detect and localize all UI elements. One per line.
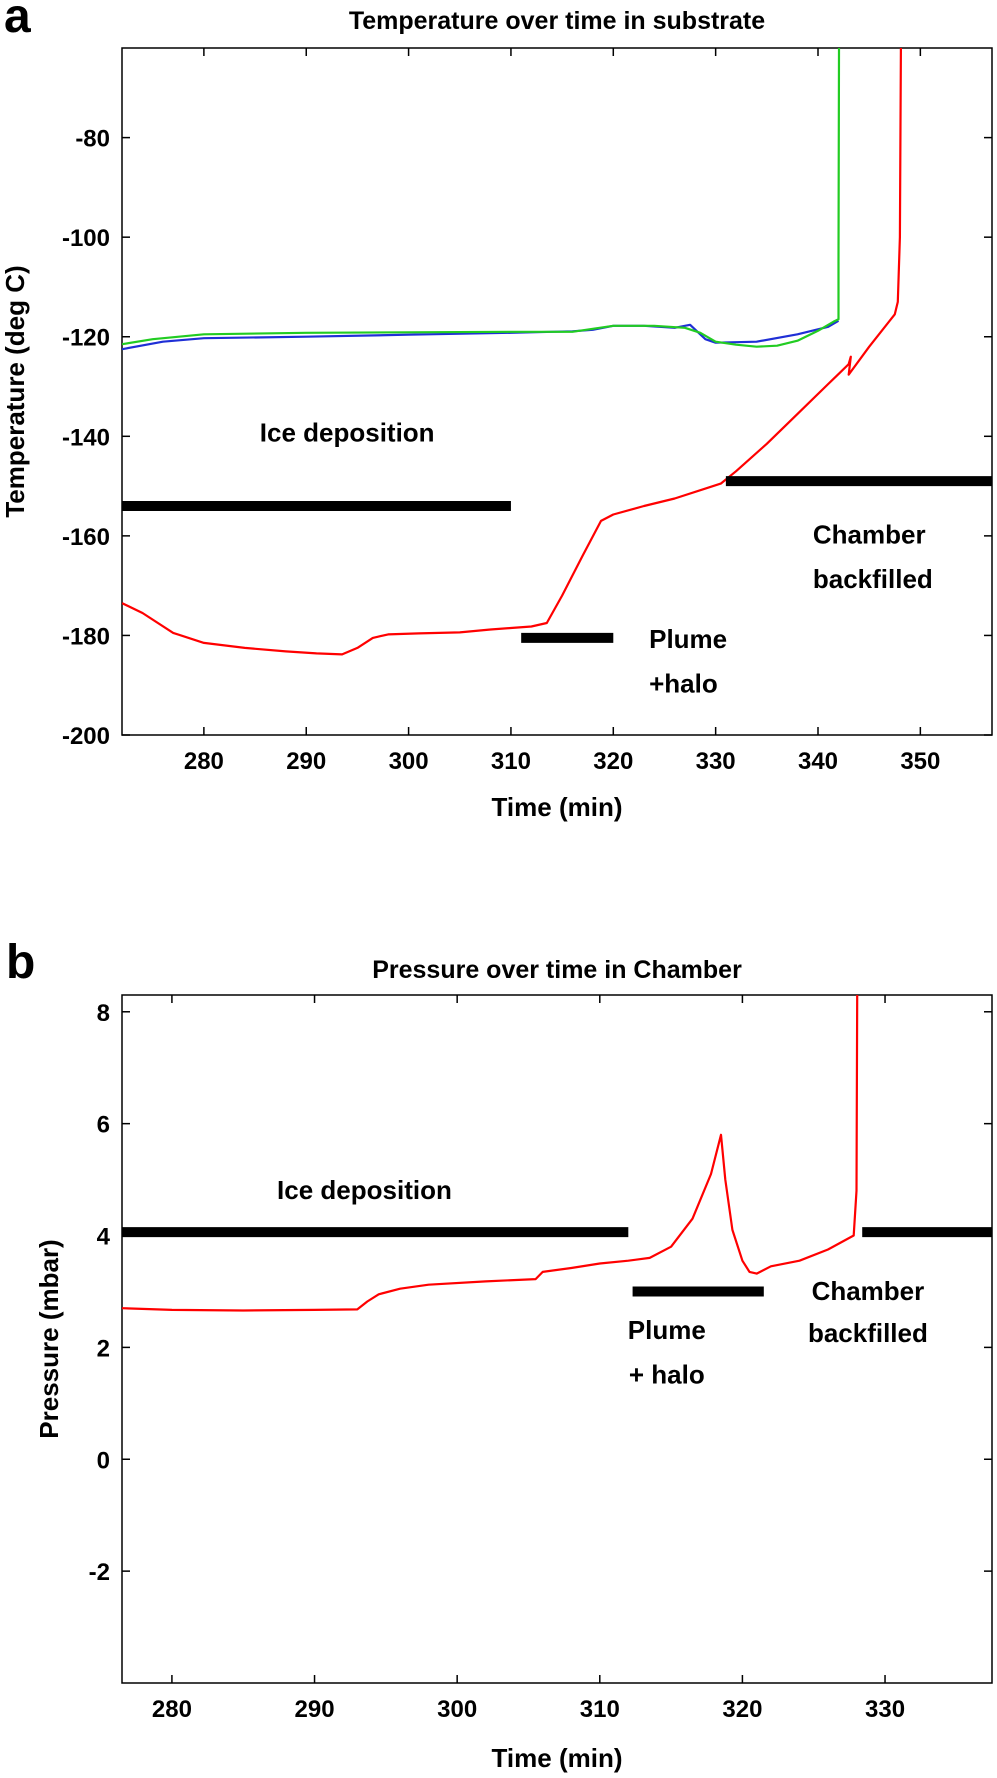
y-tick-label: -140	[62, 424, 110, 451]
plot-frame	[121, 47, 993, 736]
x-tick-label: 340	[798, 748, 838, 775]
x-tick-label: 300	[389, 748, 429, 775]
y-tick-label: -100	[62, 225, 110, 252]
temperature-chart: Temperature over time in substrate 280 290…	[0, 7, 993, 822]
x-tick-label: 280	[184, 748, 224, 775]
x-tick-label: 320	[722, 1696, 762, 1723]
annotation-label: + halo	[629, 1360, 705, 1390]
annotation-label: Ice deposition	[277, 1175, 452, 1205]
y-tick-label: 0	[97, 1447, 110, 1474]
y-tick-label: -120	[62, 325, 110, 352]
y-tick-label: -160	[62, 524, 110, 551]
x-tick-label: 280	[152, 1696, 192, 1723]
panel-letter-b: b	[6, 936, 35, 989]
annotation-label: +halo	[649, 669, 718, 699]
series-line-0	[122, 995, 859, 1312]
y-tick-label: -200	[62, 723, 110, 750]
y-tick-label: -180	[62, 623, 110, 650]
y-tick-label: 8	[97, 1000, 110, 1027]
x-tick-label: 300	[437, 1696, 477, 1723]
x-axis-label: Time (min)	[492, 1743, 623, 1773]
y-axis-label: Pressure (mbar)	[34, 1239, 64, 1438]
x-tick-label: 320	[593, 748, 633, 775]
x-axis-label: Time (min)	[492, 792, 623, 822]
panel-letter-a: a	[4, 0, 31, 43]
series-line-0	[122, 48, 902, 656]
x-tick-label: 310	[491, 748, 531, 775]
x-tick-label: 290	[286, 748, 326, 775]
annotation-label: Chamber	[812, 1276, 925, 1306]
x-tick-label: 330	[865, 1696, 905, 1723]
y-tick-label: -2	[89, 1559, 110, 1586]
annotation-label: Chamber	[813, 519, 926, 549]
x-tick-label: 350	[900, 748, 940, 775]
y-tick-label: -80	[75, 126, 110, 153]
y-tick-label: 4	[97, 1224, 111, 1251]
chart-title: Temperature over time in substrate	[349, 7, 765, 35]
y-tick-label: 6	[97, 1112, 110, 1139]
x-tick-label: 310	[580, 1696, 620, 1723]
x-tick-label: 330	[696, 748, 736, 775]
annotation-label: backfilled	[813, 564, 933, 594]
chart-title: Pressure over time in Chamber	[372, 956, 742, 984]
y-axis-label: Temperature (deg C)	[0, 265, 30, 517]
plot-frame	[121, 994, 993, 1684]
x-tick-label: 290	[295, 1696, 335, 1723]
annotation-label: Ice deposition	[260, 417, 435, 447]
y-tick-label: 2	[97, 1335, 110, 1362]
annotation-label: backfilled	[808, 1318, 928, 1348]
annotation-label: Plume	[628, 1315, 706, 1345]
series-line-2	[122, 48, 841, 348]
annotation-label: Plume	[649, 624, 727, 654]
